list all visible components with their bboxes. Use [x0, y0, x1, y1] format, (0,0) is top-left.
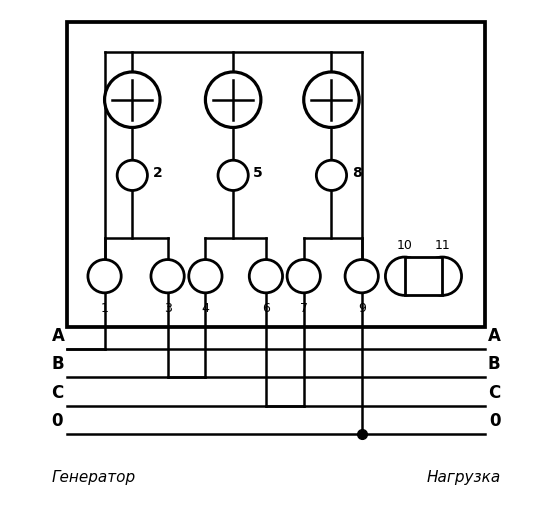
Text: 9: 9 [358, 302, 365, 315]
Text: A: A [487, 327, 500, 345]
Text: 1: 1 [100, 302, 109, 315]
Circle shape [304, 72, 359, 127]
Text: 8: 8 [352, 166, 362, 180]
Circle shape [151, 260, 184, 293]
Text: Нагрузка: Нагрузка [426, 470, 500, 485]
Text: 11: 11 [434, 239, 450, 252]
Circle shape [423, 257, 461, 296]
Circle shape [205, 72, 261, 127]
Text: A: A [52, 327, 65, 345]
Circle shape [385, 257, 424, 296]
Circle shape [316, 160, 347, 191]
Text: C: C [52, 384, 64, 402]
Text: B: B [488, 355, 500, 373]
Text: B: B [52, 355, 64, 373]
Text: 0: 0 [52, 412, 63, 430]
Circle shape [117, 160, 147, 191]
Text: 2: 2 [152, 166, 162, 180]
Circle shape [250, 260, 283, 293]
Text: 6: 6 [262, 302, 270, 315]
Circle shape [104, 72, 160, 127]
Text: 5: 5 [253, 166, 263, 180]
Text: 0: 0 [489, 412, 500, 430]
Text: 7: 7 [300, 302, 307, 315]
Circle shape [287, 260, 320, 293]
Circle shape [345, 260, 378, 293]
Bar [405, 257, 442, 296]
Text: Генератор: Генератор [52, 470, 136, 485]
Circle shape [218, 160, 248, 191]
Circle shape [189, 260, 222, 293]
Text: 3: 3 [163, 302, 172, 315]
Text: C: C [488, 384, 500, 402]
Text: 4: 4 [201, 302, 209, 315]
Circle shape [88, 260, 121, 293]
Bar [67, 22, 485, 327]
Text: 10: 10 [397, 239, 412, 252]
